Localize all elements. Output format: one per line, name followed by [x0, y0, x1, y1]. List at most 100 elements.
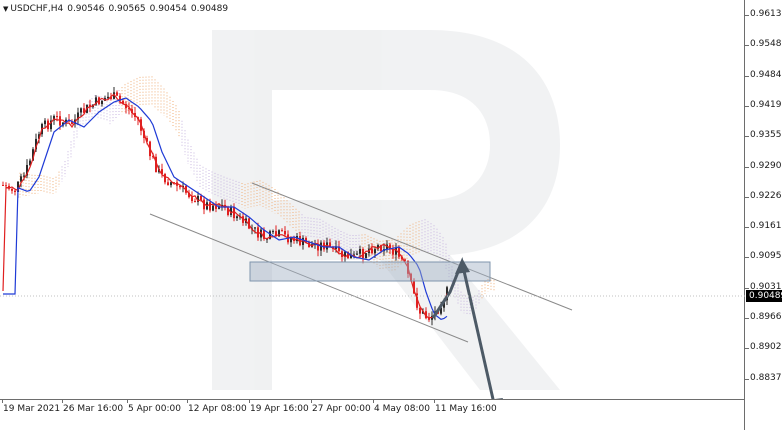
candle-body: [389, 244, 391, 250]
time-tick-label: 19 Mar 2021: [3, 404, 61, 414]
candle-body: [419, 307, 421, 314]
candle-body: [356, 253, 358, 255]
candle-body: [224, 204, 226, 208]
time-tick-label: 19 Apr 16:00: [250, 404, 309, 414]
candle-body: [302, 237, 304, 245]
candle-body: [59, 116, 61, 126]
candle-body: [8, 185, 10, 189]
price-tick-mark: [745, 227, 749, 229]
price-tick-mark: [745, 136, 749, 138]
candle-body: [209, 202, 211, 211]
time-tick-mark: [127, 399, 128, 403]
time-tick-mark: [373, 399, 374, 403]
candle-body: [233, 206, 235, 219]
price-tick-label: 0.95485: [750, 39, 782, 50]
candle-body: [392, 249, 394, 255]
candle-body: [215, 205, 217, 209]
time-tick-label: 27 Apr 00:00: [312, 404, 371, 414]
candle-body: [227, 207, 229, 215]
candle-body: [428, 318, 430, 320]
ohlc-open: 0.90546: [67, 4, 105, 14]
candle-body: [53, 116, 55, 121]
candle-body: [197, 195, 199, 202]
price-tick-mark: [745, 45, 749, 47]
resistance-zone[interactable]: [249, 261, 491, 282]
candle-body: [362, 249, 364, 258]
candle-body: [110, 96, 112, 99]
candle-body: [167, 182, 169, 186]
candle-body: [338, 246, 340, 252]
candle-body: [161, 169, 163, 174]
price-tick-mark: [745, 105, 749, 107]
candle-body: [443, 300, 445, 308]
candle-body: [317, 244, 319, 251]
time-tick-label: 11 May 16:00: [435, 404, 497, 414]
candle-body: [23, 175, 25, 177]
candle-body: [188, 192, 190, 198]
forecast-arrowhead-up: [455, 258, 470, 274]
candle-body: [374, 249, 376, 254]
time-axis-line: [0, 399, 745, 400]
ohlc-high: 0.90565: [108, 4, 146, 14]
candle-body: [17, 181, 19, 192]
candle-body: [416, 293, 418, 308]
candle-body: [257, 227, 259, 238]
price-tick-mark: [745, 75, 749, 77]
price-tick-label: 0.94195: [750, 99, 782, 110]
dropdown-triangle-icon[interactable]: ▼: [3, 5, 9, 13]
candle-body: [377, 245, 379, 250]
candle-body: [329, 242, 331, 247]
candle-body: [164, 174, 166, 183]
candle-body: [38, 134, 40, 139]
time-tick-mark: [434, 399, 435, 403]
candle-body: [125, 104, 127, 109]
watermark-logo: [212, 30, 560, 390]
candle-body: [32, 149, 34, 161]
price-chart[interactable]: [0, 0, 745, 400]
candle-body: [353, 254, 355, 256]
ohlc-low: 0.90454: [149, 4, 187, 14]
candle-body: [263, 229, 265, 239]
plot-area[interactable]: [0, 0, 745, 430]
candle-body: [83, 108, 85, 113]
candle-body: [254, 227, 256, 229]
candle-body: [170, 182, 172, 186]
candle-body: [50, 120, 52, 130]
forecast-arrow: [431, 256, 495, 400]
candle-body: [11, 188, 13, 191]
candle-body: [29, 160, 31, 166]
time-tick-mark: [62, 399, 63, 403]
kijun-sen-line: [3, 97, 448, 320]
price-tick-mark: [745, 196, 749, 198]
candle-body: [308, 242, 310, 248]
candle-body: [113, 92, 115, 99]
price-tick-mark: [745, 287, 749, 289]
candle-body: [71, 121, 73, 124]
time-tick-mark: [187, 399, 188, 403]
candle-body: [128, 108, 130, 110]
channel-lower-line: [149, 213, 469, 343]
candle-body: [152, 156, 154, 158]
candle-body: [344, 251, 346, 257]
price-tick-label: 0.89665: [750, 312, 782, 322]
price-tick-mark: [745, 318, 749, 319]
candle-body: [26, 165, 28, 176]
candle-body: [242, 216, 244, 223]
candle-body: [365, 253, 367, 258]
candle-body: [404, 259, 406, 261]
candle-body: [236, 216, 238, 219]
candle-body: [155, 156, 157, 173]
candle-body: [413, 281, 415, 294]
candle-body: [173, 182, 175, 184]
chart-title: ▼ USDCHF,H4 0.90546 0.90565 0.90454 0.90489: [3, 4, 228, 14]
candle-body: [5, 185, 7, 187]
candle-body: [35, 138, 37, 150]
candle-body: [200, 195, 202, 200]
candle-body: [14, 190, 16, 192]
candle-body: [80, 108, 82, 113]
